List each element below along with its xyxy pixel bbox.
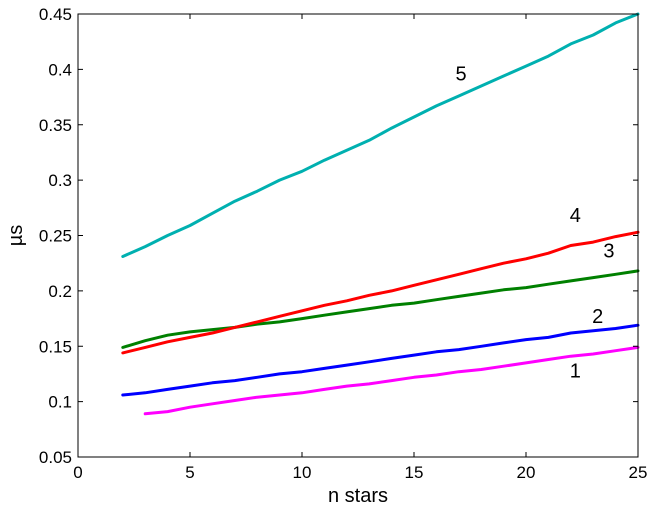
series-label-3: 3	[603, 241, 614, 263]
series-line-1	[143, 345, 640, 416]
y-tick-label: 0.3	[48, 171, 72, 190]
y-tick-label: 0.2	[48, 282, 72, 301]
y-tick-label: 0.35	[39, 116, 72, 135]
y-axis-label: µs	[5, 225, 27, 247]
series-line-4	[121, 230, 640, 355]
series-line-5	[121, 12, 640, 258]
x-tick-label: 15	[405, 463, 424, 482]
y-tick-label: 0.25	[39, 227, 72, 246]
series-label-5: 5	[455, 63, 466, 85]
x-axis-ticks: 0 5 10 15 20 25	[73, 14, 647, 482]
series-label-2: 2	[592, 306, 603, 328]
series-label-1: 1	[570, 360, 581, 382]
x-tick-label: 25	[629, 463, 648, 482]
series-line-2	[121, 323, 640, 397]
series-layer	[121, 12, 640, 416]
plot-area	[78, 14, 638, 457]
y-tick-label: 0.45	[39, 5, 72, 24]
x-tick-label: 20	[517, 463, 536, 482]
series-line-3	[121, 269, 640, 349]
y-tick-label: 0.05	[39, 448, 72, 467]
series-labels: 1 2 34 5	[455, 63, 614, 382]
y-tick-label: 0.15	[39, 337, 72, 356]
x-tick-label: 5	[185, 463, 194, 482]
x-tick-label: 0	[73, 463, 82, 482]
y-tick-label: 0.1	[48, 393, 72, 412]
y-axis-ticks: 0.05 0.1 0.15 0.2 0.25 0.3 0.35 0.4 0.45	[39, 5, 638, 467]
x-tick-label: 10	[293, 463, 312, 482]
series-label-4: 4	[570, 205, 581, 227]
x-axis-label: n stars	[328, 485, 388, 507]
y-tick-label: 0.4	[48, 60, 72, 79]
